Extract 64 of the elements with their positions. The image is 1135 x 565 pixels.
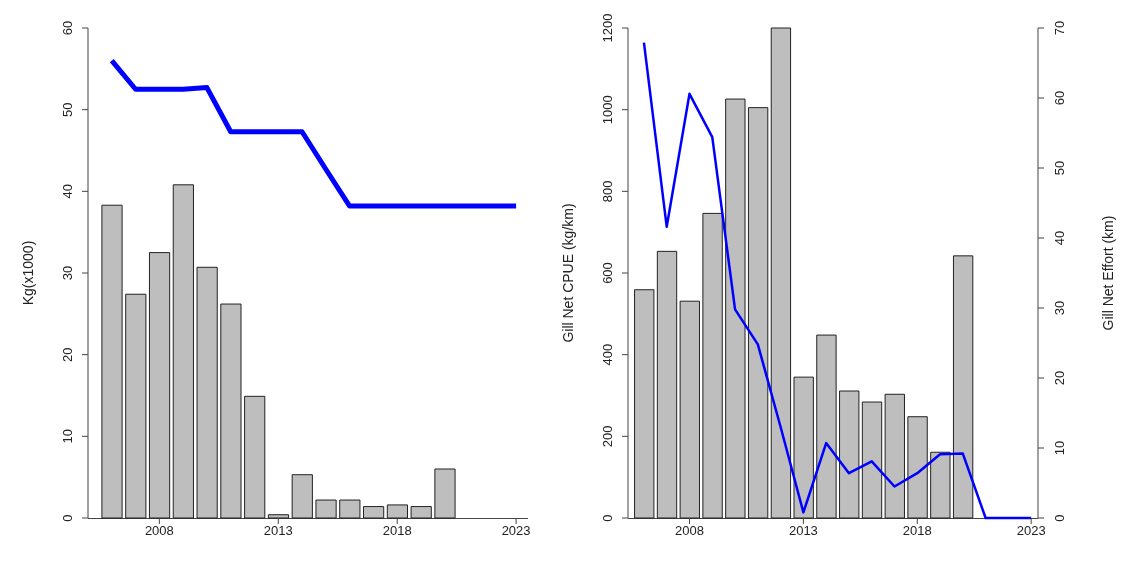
y-axis-title: Kg(x1000) [19,240,36,306]
y-tick-label: 30 [60,265,75,281]
bar [725,98,746,519]
y2-tick-label: 10 [1051,440,1067,456]
bar [172,184,194,519]
bar [634,289,655,519]
bar [839,390,860,519]
bar [220,303,242,519]
y-tick-label: 20 [60,347,75,362]
bar [930,451,951,519]
bar [101,204,123,519]
bar [267,514,290,519]
y-axis-title: Gill Net CPUE (kg/km) [559,203,576,343]
y2-axis-title: Gill Net Effort (km) [1099,215,1116,331]
y-tick-label: 60 [60,20,75,36]
y2-tick-label: 30 [1051,300,1067,316]
bar [747,107,769,519]
bar [244,395,266,519]
y2-tick-label: 40 [1051,230,1067,246]
x-tick-label: 2023 [1016,523,1046,539]
y-tick-label: 1000 [600,95,615,125]
y2-tick-label: 60 [1051,90,1067,106]
y2-tick-label: 70 [1051,20,1067,36]
bar [770,27,792,519]
x-tick-label: 2008 [675,523,704,539]
bar [656,250,678,519]
x-tick-label: 2008 [144,523,174,539]
y-tick-label: 400 [600,343,615,366]
bar [125,293,147,519]
y-tick-label: 50 [60,102,75,117]
y-tick-label: 40 [60,184,75,199]
x-tick-label: 2018 [382,523,412,539]
bar [434,468,456,519]
bar [291,474,313,519]
bar [410,506,432,519]
bar [702,212,723,519]
bar [793,376,814,519]
y2-tick-label: 20 [1051,370,1067,386]
bar [386,504,409,519]
bar [952,255,974,519]
y-tick-label: 200 [600,425,615,448]
bar [196,266,218,519]
bar [884,393,905,519]
y-tick-label: 600 [600,262,615,284]
y-tick-label: 800 [600,180,615,203]
y-tick-label: 0 [600,514,615,522]
bar [315,499,337,519]
y-tick-label: 1200 [600,13,615,43]
bar [679,300,700,519]
bar [907,416,928,519]
y2-tick-label: 50 [1051,160,1067,176]
line-series [642,41,1033,520]
bar [861,401,883,519]
bar [148,252,171,519]
x-tick-label: 2023 [501,523,531,539]
x-tick-label: 2013 [263,523,293,539]
x-tick-label: 2018 [902,523,932,539]
bar [363,506,385,519]
bar [339,499,361,519]
y-tick-label: 0 [60,514,75,522]
y-tick-label: 10 [60,429,75,444]
y2-tick-label: 0 [1051,514,1067,522]
bar [816,334,837,519]
x-tick-label: 2013 [788,523,818,539]
